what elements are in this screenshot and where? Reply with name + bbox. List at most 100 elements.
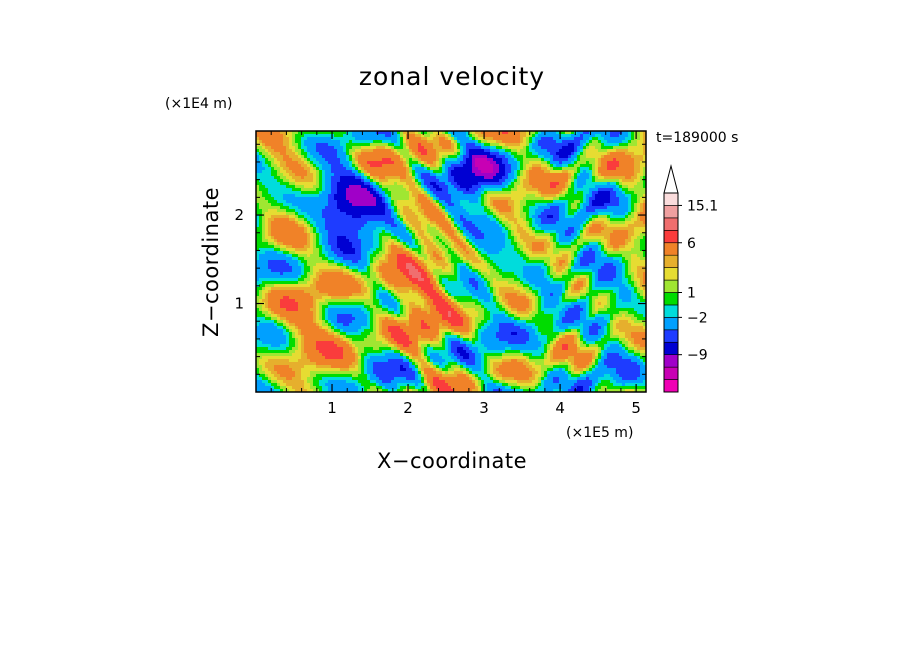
heatmap-cell <box>457 155 461 159</box>
heatmap-cell <box>637 152 641 156</box>
heatmap-cell <box>328 227 332 231</box>
heatmap-cell <box>325 170 329 174</box>
heatmap-cell <box>337 191 341 195</box>
heatmap-cell <box>436 137 440 141</box>
heatmap-cell <box>292 212 296 216</box>
heatmap-cell <box>391 194 395 198</box>
heatmap-cell <box>433 134 437 138</box>
heatmap-cell <box>556 182 560 186</box>
heatmap-cell <box>628 137 632 141</box>
heatmap-cell <box>361 167 365 171</box>
heatmap-cell <box>436 227 440 231</box>
heatmap-cell <box>361 242 365 246</box>
heatmap-cell <box>349 233 353 237</box>
heatmap-cell <box>490 227 494 231</box>
heatmap-cell <box>640 224 644 228</box>
heatmap-cell <box>397 224 401 228</box>
heatmap-cell <box>454 239 458 243</box>
heatmap-cell <box>454 173 458 177</box>
heatmap-cell <box>379 206 383 210</box>
heatmap-cell <box>490 239 494 243</box>
heatmap-cell <box>346 209 350 213</box>
heatmap-cell <box>598 155 602 159</box>
heatmap-cell <box>601 218 605 222</box>
heatmap-cell <box>382 164 386 168</box>
heatmap-cell <box>298 224 302 228</box>
heatmap-cell <box>436 131 440 135</box>
heatmap-cell <box>610 218 614 222</box>
heatmap-cell <box>340 164 344 168</box>
heatmap-cell <box>613 158 617 162</box>
heatmap-cell <box>604 173 608 177</box>
heatmap-cell <box>571 206 575 210</box>
heatmap-cell <box>577 161 581 165</box>
heatmap-cell <box>418 221 422 225</box>
heatmap-cell <box>361 203 365 207</box>
heatmap-cell <box>310 227 314 231</box>
heatmap-cell <box>343 224 347 228</box>
heatmap-cell <box>298 158 302 162</box>
heatmap-cell <box>583 143 587 147</box>
heatmap-cell <box>571 182 575 186</box>
heatmap-cell <box>319 200 323 204</box>
heatmap-cell <box>478 239 482 243</box>
heatmap-cell <box>256 134 260 138</box>
heatmap-cell <box>493 161 497 165</box>
heatmap-cell <box>298 134 302 138</box>
heatmap-cell <box>286 167 290 171</box>
heatmap-cell <box>433 239 437 243</box>
heatmap-cell <box>475 140 479 144</box>
heatmap-cell <box>313 230 317 234</box>
heatmap-cell <box>505 152 509 156</box>
heatmap-cell <box>592 197 596 201</box>
heatmap-cell <box>601 203 605 207</box>
heatmap-cell <box>550 149 554 153</box>
heatmap-cell <box>526 167 530 171</box>
heatmap-cell <box>466 140 470 144</box>
heatmap-cell <box>607 221 611 225</box>
heatmap-cell <box>427 164 431 168</box>
heatmap-cell <box>256 173 260 177</box>
heatmap-cell <box>520 146 524 150</box>
heatmap-cell <box>562 215 566 219</box>
heatmap-cell <box>628 239 632 243</box>
heatmap-cell <box>550 155 554 159</box>
heatmap-cell <box>499 176 503 180</box>
heatmap-cell <box>313 155 317 159</box>
heatmap-cell <box>412 203 416 207</box>
heatmap-cell <box>415 191 419 195</box>
heatmap-cell <box>586 221 590 225</box>
heatmap-cell <box>346 224 350 228</box>
heatmap-cell <box>502 143 506 147</box>
heatmap-cell <box>418 146 422 150</box>
heatmap-cell <box>589 227 593 231</box>
heatmap-cell <box>475 155 479 159</box>
heatmap-cell <box>349 161 353 165</box>
heatmap-cell <box>430 182 434 186</box>
heatmap-cell <box>535 209 539 213</box>
heatmap-cell <box>262 155 266 159</box>
heatmap-cell <box>328 143 332 147</box>
heatmap-cell <box>631 167 635 171</box>
heatmap-cell <box>439 188 443 192</box>
heatmap-cell <box>529 140 533 144</box>
heatmap-cell <box>589 221 593 225</box>
heatmap-cell <box>517 179 521 183</box>
heatmap-cell <box>631 212 635 216</box>
heatmap-cell <box>448 131 452 135</box>
heatmap-cell <box>460 140 464 144</box>
heatmap-cell <box>607 191 611 195</box>
heatmap-cell <box>280 131 284 135</box>
heatmap-cell <box>625 155 629 159</box>
heatmap-cell <box>535 203 539 207</box>
heatmap-cell <box>580 155 584 159</box>
heatmap-cell <box>625 185 629 189</box>
heatmap-cell <box>535 227 539 231</box>
heatmap-cell <box>472 194 476 198</box>
heatmap-cell <box>271 227 275 231</box>
heatmap-cell <box>499 179 503 183</box>
heatmap-cell <box>505 224 509 228</box>
heatmap-cell <box>280 236 284 240</box>
heatmap-cell <box>547 206 551 210</box>
heatmap-cell <box>286 212 290 216</box>
